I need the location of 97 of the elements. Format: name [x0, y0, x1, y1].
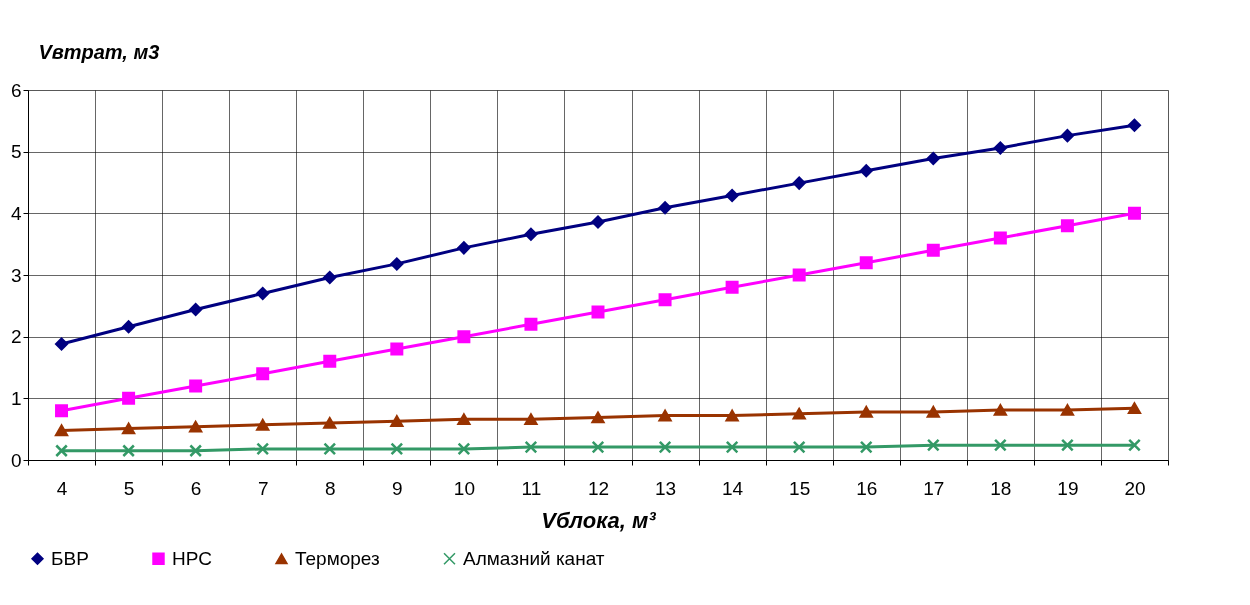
- point: [457, 241, 471, 255]
- point: [189, 379, 203, 393]
- y-tick-label: 3: [10, 264, 22, 286]
- x-tick-label: 15: [789, 477, 811, 499]
- point: [725, 188, 739, 202]
- legend-label: Терморез: [295, 547, 380, 569]
- x-tick-label: 20: [1124, 477, 1146, 499]
- x-tick-label: 19: [1057, 477, 1079, 499]
- point: [122, 444, 136, 458]
- legend-label: БВР: [51, 547, 89, 569]
- point: [189, 303, 203, 317]
- y-axis-title: Vвтрат, м3: [38, 40, 160, 63]
- point: [457, 442, 471, 456]
- point: [189, 420, 203, 433]
- point: [1127, 206, 1141, 220]
- point: [122, 422, 136, 435]
- point: [792, 268, 806, 282]
- point: [256, 367, 270, 381]
- y-tick-label: 5: [10, 141, 22, 163]
- point: [725, 280, 739, 294]
- point: [256, 419, 270, 431]
- point: [993, 141, 1007, 155]
- y-tick-label: 6: [10, 79, 22, 101]
- point: [859, 406, 873, 418]
- x-tick-label: 6: [190, 477, 202, 499]
- x-tick-label: 5: [123, 477, 135, 499]
- y-tick-label: 2: [10, 326, 22, 348]
- point: [323, 417, 337, 429]
- point: [1060, 404, 1074, 416]
- point: [859, 256, 873, 270]
- point: [658, 440, 672, 454]
- point: [524, 440, 538, 454]
- x-axis-title: Vблока, м³: [541, 507, 657, 533]
- x-tick-label: 8: [324, 477, 336, 499]
- point: [323, 354, 337, 368]
- point: [926, 438, 940, 452]
- point: [859, 164, 873, 178]
- point: [792, 407, 806, 420]
- x-tick-label: 18: [990, 477, 1012, 499]
- point: [524, 413, 538, 426]
- legend-label: НРС: [172, 547, 212, 569]
- x-tick-label: 11: [521, 477, 542, 499]
- point: [1127, 402, 1141, 414]
- x-tick-label: 14: [722, 477, 744, 499]
- point: [390, 257, 404, 271]
- point: [323, 442, 337, 456]
- point: [122, 391, 136, 405]
- point: [1060, 438, 1074, 452]
- point: [524, 317, 538, 331]
- x-tick-label: 4: [56, 477, 68, 499]
- point: [591, 215, 605, 229]
- point: [189, 444, 203, 458]
- point: [55, 444, 69, 458]
- x-tick-label: 10: [453, 477, 475, 499]
- x-tick-label: 17: [923, 477, 945, 499]
- point: [591, 440, 605, 454]
- y-tick-label: 4: [10, 202, 22, 224]
- point: [390, 415, 404, 427]
- point: [122, 320, 136, 334]
- point: [926, 406, 940, 418]
- point: [256, 442, 270, 456]
- x-tick-label: 16: [856, 477, 878, 499]
- point: [792, 176, 806, 190]
- point: [993, 404, 1007, 416]
- point: [390, 442, 404, 456]
- point: [1060, 129, 1074, 143]
- x-tick-label: 13: [654, 477, 677, 499]
- x-tick-label: 9: [392, 477, 403, 499]
- point: [390, 342, 404, 356]
- point: [55, 404, 69, 418]
- point: [457, 413, 471, 426]
- point: [55, 424, 69, 437]
- point: [524, 227, 538, 241]
- point: [1060, 219, 1074, 233]
- point: [792, 440, 806, 454]
- point: [658, 409, 672, 422]
- point: [926, 243, 940, 257]
- point: [457, 330, 471, 344]
- point: [926, 151, 940, 165]
- point: [1127, 118, 1141, 132]
- legend-label: Алмазний канат: [463, 547, 605, 569]
- point: [55, 337, 69, 351]
- point: [859, 440, 873, 454]
- point: [993, 231, 1007, 245]
- y-tick-label: 0: [10, 449, 22, 471]
- x-tick-label: 7: [257, 477, 269, 499]
- point: [658, 293, 672, 307]
- point: [1127, 438, 1141, 452]
- point: [725, 409, 739, 422]
- point: [256, 287, 270, 300]
- point: [591, 411, 605, 424]
- point: [725, 440, 739, 454]
- y-tick-label: 1: [10, 387, 22, 409]
- point: [658, 201, 672, 215]
- point: [993, 438, 1007, 452]
- point: [323, 270, 337, 284]
- x-tick-label: 12: [587, 477, 610, 499]
